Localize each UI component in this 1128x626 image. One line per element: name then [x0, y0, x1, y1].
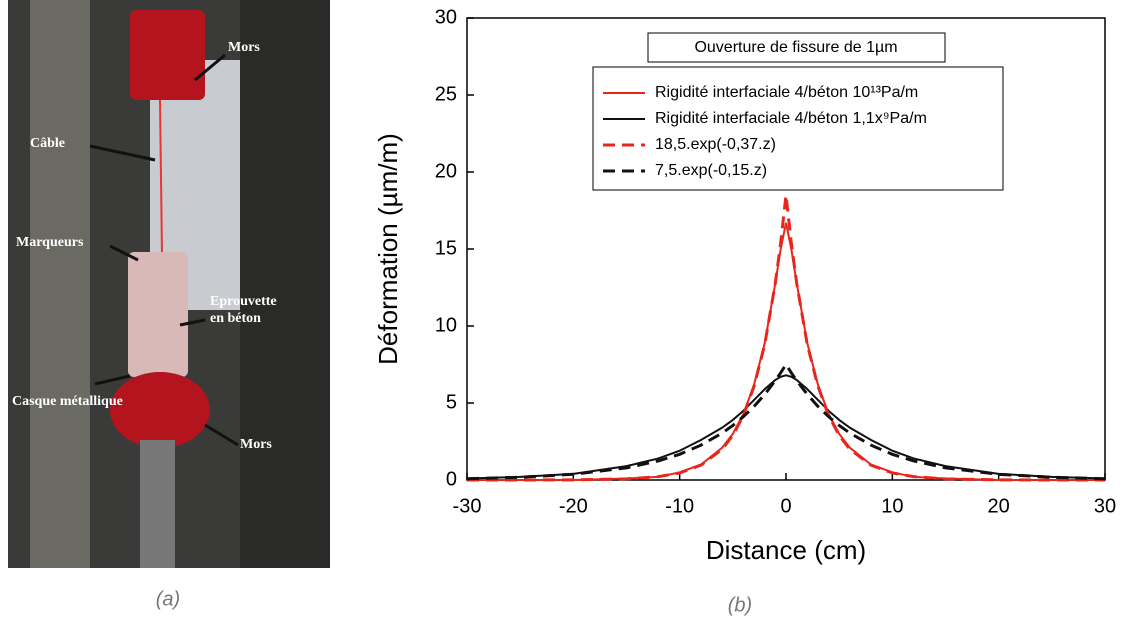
- legend-title: Ouverture de fissure de 1µm: [694, 39, 897, 56]
- y-tick-label: 10: [435, 314, 457, 336]
- y-tick-label: 25: [435, 83, 457, 105]
- series-line: [466, 361, 1106, 481]
- y-axis-label: Déformation (µm/m): [373, 133, 403, 365]
- series-line: [467, 194, 1105, 482]
- x-tick-label: -30: [453, 495, 482, 517]
- caption: (b): [728, 594, 752, 616]
- photo-label: Mors: [228, 40, 260, 55]
- series-line: [466, 374, 1106, 480]
- legend-title-box: [647, 32, 946, 63]
- y-tick-label: 15: [435, 237, 457, 259]
- legend-label: 7,5.exp(-0,15.z): [655, 162, 767, 179]
- y-tick-label: 20: [435, 160, 457, 182]
- photo-label: Marqueurs: [16, 235, 84, 250]
- series-line: [467, 222, 1105, 481]
- photo-label: Câble: [30, 136, 65, 151]
- chart: 0 5 10 15 20 25 30 -30 -20 -10 0 10 20 30 Distance (cm…: [373, 6, 1116, 565]
- x-tick-label: -20: [559, 495, 588, 517]
- y-tick-label: 30: [435, 6, 457, 28]
- y-tick-label: 0: [446, 468, 457, 490]
- legend-label: Rigidité interfaciale 4/béton 10¹³Pa/m: [655, 84, 918, 101]
- x-tick-label: 30: [1094, 495, 1116, 517]
- legend-box: [592, 66, 1004, 191]
- photo-label: Mors: [240, 437, 272, 452]
- photo-label: Eprouvette en béton: [210, 294, 277, 326]
- x-axis-label: Distance (cm): [706, 535, 866, 565]
- x-tick-label: 0: [780, 495, 791, 517]
- photo-label: Casque métallique: [12, 394, 123, 409]
- legend-label: Rigidité interfaciale 4/béton 1,1x⁹Pa/m: [655, 110, 927, 127]
- caption: (a): [156, 588, 180, 610]
- photo: Mors Câble Marqueurs Eprouvette en béton …: [8, 0, 330, 568]
- x-tick-label: -10: [665, 495, 694, 517]
- legend-label: 18,5.exp(-0,37.z): [655, 136, 776, 153]
- x-tick-label: 10: [881, 495, 903, 517]
- x-tick-label: 20: [988, 495, 1010, 517]
- y-tick-label: 5: [446, 391, 457, 413]
